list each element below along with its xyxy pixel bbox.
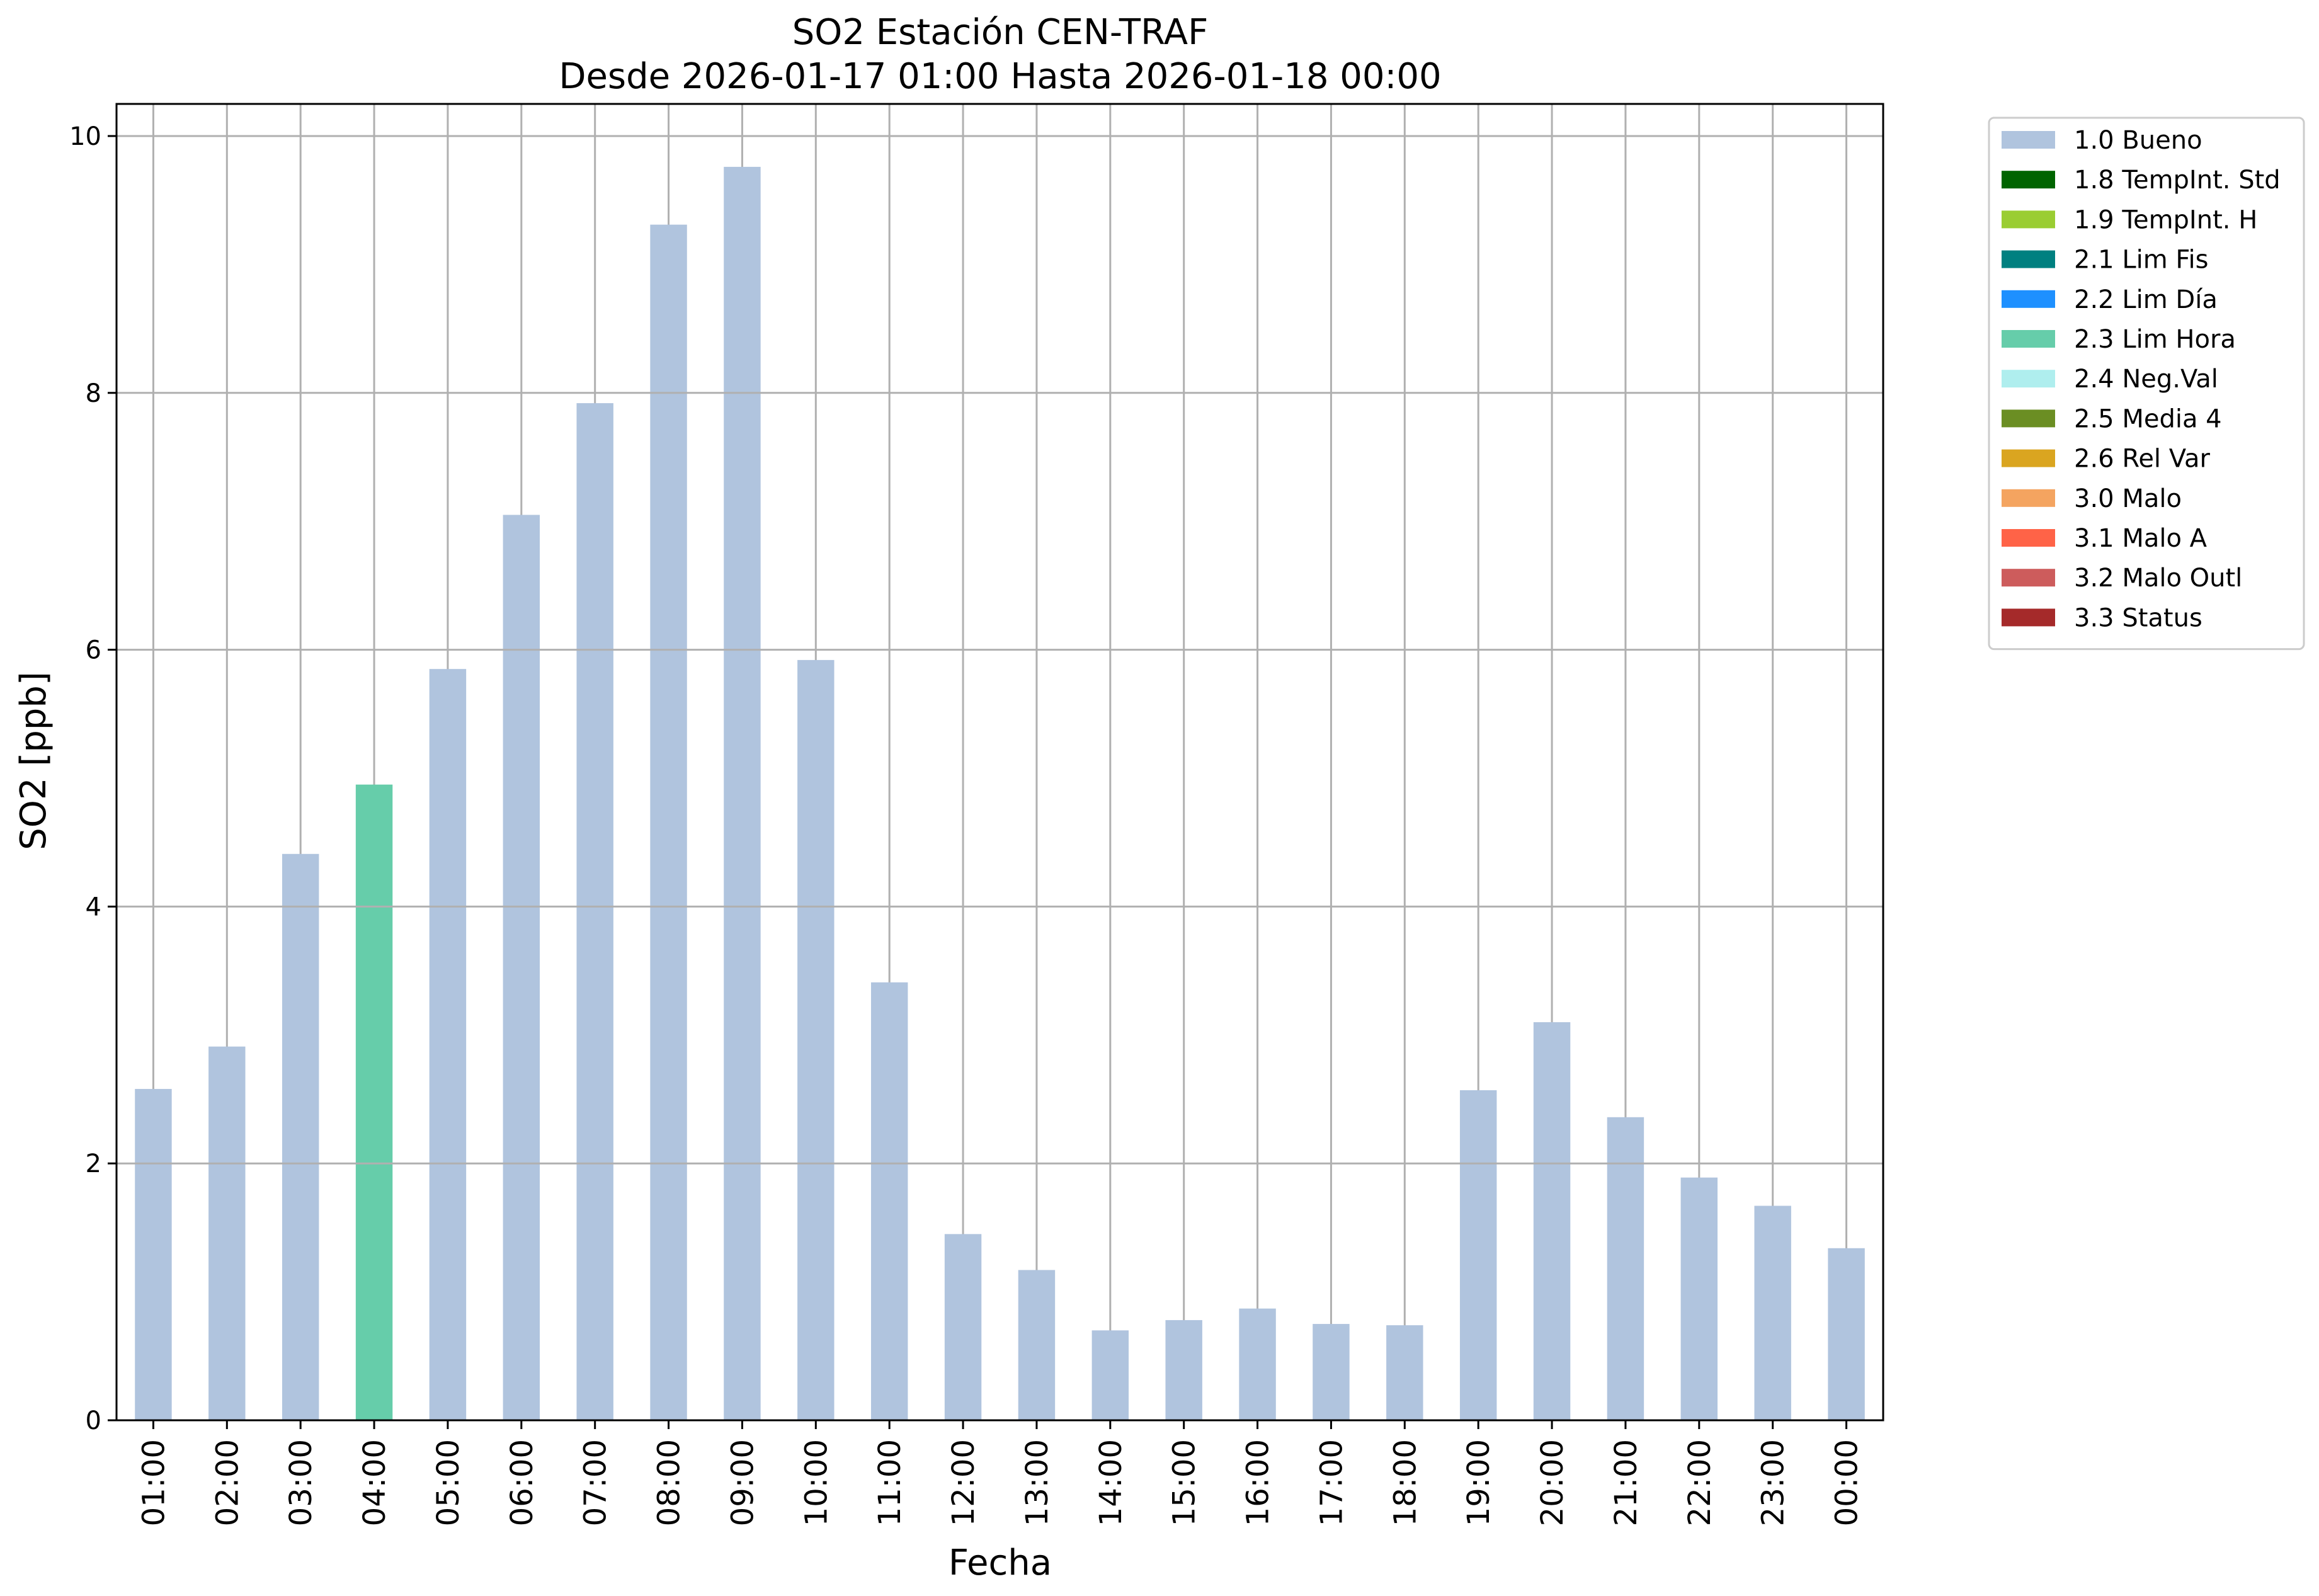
legend-swatch (2002, 608, 2055, 627)
bar (282, 853, 319, 1420)
legend-label: 2.1 Lim Fis (2074, 246, 2208, 275)
legend-swatch (2002, 449, 2055, 467)
bar (576, 403, 613, 1420)
legend-label: 2.2 Lim Día (2074, 285, 2218, 314)
y-tick-label: 4 (86, 892, 101, 921)
x-tick-label: 01:00 (136, 1439, 171, 1526)
chart-subtitle: Desde 2026-01-17 01:00 Hasta 2026-01-18 … (559, 56, 1441, 97)
bar (650, 224, 687, 1420)
legend-label: 1.0 Bueno (2074, 126, 2202, 155)
legend-label: 2.6 Rel Var (2074, 445, 2211, 474)
legend-label: 2.4 Neg.Val (2074, 365, 2218, 394)
x-tick-label: 14:00 (1093, 1439, 1129, 1526)
bar (1607, 1117, 1644, 1420)
x-tick-label: 06:00 (504, 1439, 540, 1526)
x-tick-label: 04:00 (357, 1439, 392, 1526)
x-tick-label: 02:00 (210, 1439, 245, 1526)
plot-frame (115, 103, 1884, 1422)
x-tick-label: 11:00 (872, 1439, 908, 1526)
legend: 1.0 Bueno 1.8 TempInt. Std 1.9 TempInt. H 2… (1988, 117, 2305, 651)
legend-swatch (2002, 489, 2055, 507)
bar (1459, 1090, 1497, 1420)
legend-swatch (2002, 131, 2055, 149)
legend-swatch (2002, 569, 2055, 587)
x-tick-label: 12:00 (946, 1439, 981, 1526)
bar (355, 784, 393, 1420)
bar (724, 166, 761, 1420)
y-tick-label: 6 (86, 636, 101, 665)
bar (1313, 1324, 1350, 1420)
x-tick-label: 23:00 (1756, 1439, 1791, 1526)
legend-swatch (2002, 250, 2055, 268)
axes: 0 2 4 6 8 10 01:00 02:00 03:00 04:00 05:00 06:00 07:… (69, 103, 1884, 1526)
x-tick-label: 05:00 (431, 1439, 466, 1526)
x-tick-label: 21:00 (1609, 1439, 1644, 1526)
chart-title: SO2 Estación CEN-TRAF (792, 12, 1209, 53)
x-tick-label: 18:00 (1387, 1439, 1423, 1526)
legend-swatch (2002, 210, 2055, 229)
bar (503, 515, 540, 1420)
y-tick-label: 10 (69, 122, 101, 151)
x-tick-label: 22:00 (1682, 1439, 1718, 1526)
legend-label: 3.1 Malo A (2074, 524, 2208, 553)
bar (208, 1046, 246, 1420)
x-tick-label: 09:00 (725, 1439, 760, 1526)
bar (1165, 1320, 1202, 1420)
x-tick-label: 07:00 (578, 1439, 613, 1526)
x-axis-label: Fecha (949, 1542, 1052, 1583)
bar (797, 659, 835, 1420)
legend-label: 2.5 Media 4 (2074, 404, 2222, 433)
x-tick-label: 16:00 (1241, 1439, 1276, 1526)
legend-label: 3.0 Malo (2074, 484, 2182, 513)
legend-swatch (2002, 171, 2055, 189)
x-tick-label: 13:00 (1020, 1439, 1055, 1526)
x-tick-label: 10:00 (799, 1439, 834, 1526)
bar (1386, 1325, 1423, 1420)
legend-box (1988, 117, 2305, 651)
bar (944, 1234, 982, 1420)
bar (1239, 1308, 1276, 1420)
legend-swatch (2002, 290, 2055, 308)
bar (1533, 1022, 1571, 1420)
bar (1828, 1248, 1865, 1420)
legend-label: 3.2 Malo Outl (2074, 564, 2242, 593)
legend-label: 2.3 Lim Hora (2074, 325, 2236, 354)
legend-swatch (2002, 370, 2055, 388)
bars (135, 166, 1865, 1420)
y-tick-label: 0 (86, 1406, 101, 1435)
x-tick-label: 15:00 (1167, 1439, 1202, 1526)
x-tick-label: 00:00 (1830, 1439, 1865, 1526)
x-tick-label: 19:00 (1461, 1439, 1496, 1526)
legend-label: 3.3 Status (2074, 603, 2202, 632)
bar (1018, 1270, 1056, 1420)
x-tick-label: 17:00 (1314, 1439, 1349, 1526)
bar (1091, 1330, 1129, 1420)
legend-swatch (2002, 529, 2055, 547)
bar (135, 1088, 172, 1420)
legend-label: 1.9 TempInt. H (2074, 205, 2257, 234)
x-tick-label: 20:00 (1535, 1439, 1570, 1526)
bar (429, 669, 467, 1420)
x-tick-label: 08:00 (652, 1439, 687, 1526)
x-tick-label: 03:00 (283, 1439, 319, 1526)
legend-swatch (2002, 409, 2055, 428)
y-tick-label: 8 (86, 379, 101, 408)
bar (870, 982, 908, 1420)
y-tick-label: 2 (86, 1149, 101, 1178)
bar (1754, 1206, 1791, 1420)
bar (1680, 1177, 1718, 1420)
y-axis-label: SO2 [ppb] (13, 671, 54, 850)
legend-swatch (2002, 330, 2055, 348)
legend-label: 1.8 TempInt. Std (2074, 166, 2281, 195)
